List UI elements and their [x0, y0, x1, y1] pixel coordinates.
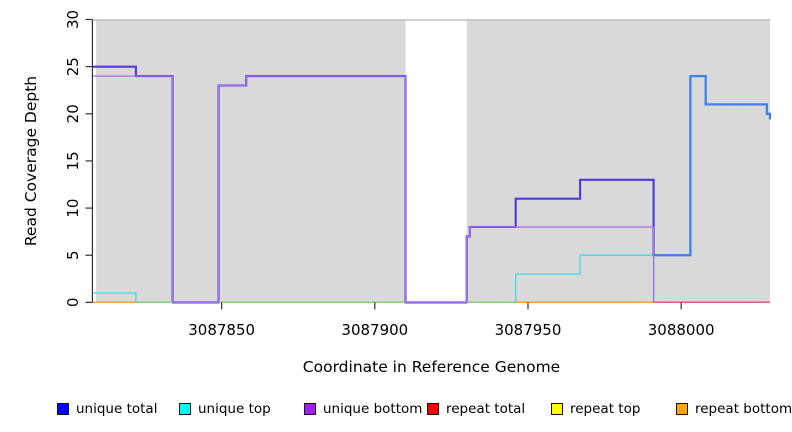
series-path-unique-bottom [93, 75, 770, 304]
y-tick-label: 30 [64, 10, 82, 29]
x-tick-label: 3087850 [188, 321, 255, 339]
y-tick-label: 15 [64, 151, 82, 170]
series-path-unique-total-right [653, 74, 772, 257]
x-tick-label: 3087950 [495, 321, 562, 339]
y-tick-label: 5 [64, 250, 82, 260]
x-axis-title: Coordinate in Reference Genome [302, 358, 561, 376]
y-tick-label: 10 [64, 199, 82, 218]
shaded-region [466, 19, 770, 303]
y-tick-label: 0 [64, 298, 82, 308]
y-tick-label: 20 [64, 104, 82, 123]
shaded-region [96, 19, 406, 303]
y-tick-label: 25 [64, 57, 82, 76]
y-axis-title: Read Coverage Depth [22, 75, 40, 247]
x-tick-label: 3088000 [648, 321, 715, 339]
x-tick-label: 3087900 [341, 321, 408, 339]
